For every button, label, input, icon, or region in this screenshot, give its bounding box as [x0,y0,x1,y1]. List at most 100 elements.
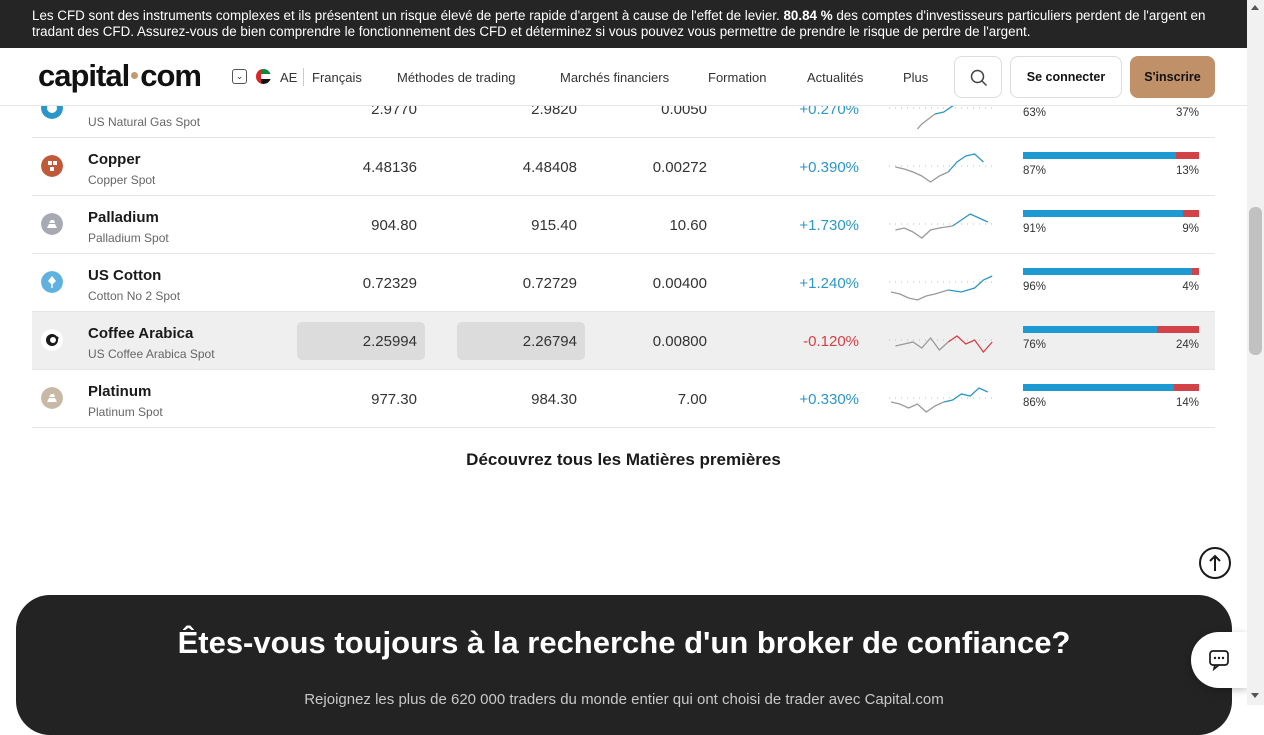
palladium-icon [41,213,63,235]
discover-all-commodities-link[interactable]: Découvrez tous les Matières premières [466,450,781,469]
buy-price[interactable]: 2.26794 [522,333,577,350]
nav-financial-markets[interactable]: Marchés financiers [560,70,670,85]
asset-name[interactable]: Copper [88,151,141,168]
capital-com-logo[interactable]: capital com [38,58,202,93]
price-change: -0.120% [803,333,859,350]
buyers-fill [1023,268,1192,275]
scroll-down-arrow[interactable] [1251,693,1259,698]
search-icon [970,69,988,87]
sellers-percent: 24% [1175,339,1199,351]
buyers-fill [1023,152,1177,159]
nav-education[interactable]: Formation [708,70,767,85]
chevron-down-icon[interactable]: ⌄ [232,69,247,84]
nav-divider [303,68,304,86]
buyers-percent: 96% [1023,281,1047,293]
sellers-percent: 37% [1175,107,1199,119]
sparkline-chart [889,275,993,301]
buyers-percent: 63% [1023,107,1047,119]
price-change: +1.240% [799,275,859,292]
spread-value: 10.60 [669,217,707,234]
asset-subtitle: Platinum Spot [88,405,163,419]
buyers-percent: 87% [1023,165,1047,177]
spread-value: 0.00272 [652,159,707,176]
buyers-fill [1023,210,1184,217]
asset-subtitle: US Coffee Arabica Spot [88,347,215,361]
promo-text: Rejoignez les plus de 620 000 traders du… [304,691,944,708]
asset-name[interactable]: Palladium [88,209,159,226]
buy-price[interactable]: 984.30 [531,391,577,408]
sell-price[interactable]: 2.25994 [362,333,417,350]
nav-more[interactable]: Plus [903,70,929,85]
region-selector[interactable]: AE [280,70,298,85]
sellers-percent: 4% [1182,281,1199,293]
asset-subtitle: Copper Spot [88,173,156,187]
buyers-fill [1023,326,1157,333]
price-change: +0.390% [799,159,859,176]
sentiment-bar [1023,384,1199,391]
price-change: +1.730% [799,217,859,234]
sell-price-box[interactable] [297,322,425,360]
market-row[interactable]: Platinum Platinum Spot 977.30 984.30 7.0… [32,370,1215,428]
sell-price[interactable]: 4.48136 [362,159,417,176]
spread-value: 0.00400 [652,275,707,292]
asset-subtitle: Cotton No 2 Spot [88,289,181,303]
buyers-percent: 76% [1023,339,1047,351]
login-button[interactable]: Se connecter [1010,56,1122,98]
scroll-up-arrow[interactable] [1251,5,1259,10]
sell-price[interactable]: 904.80 [371,217,417,234]
sellers-percent: 9% [1182,223,1199,235]
buyers-fill [1023,384,1175,391]
signup-button[interactable]: S'inscrire [1130,56,1215,98]
spread-value: 7.00 [677,391,707,408]
market-row[interactable]: Copper Copper Spot 4.48136 4.48408 0.002… [32,138,1215,196]
market-row[interactable]: US Cotton Cotton No 2 Spot 0.72329 0.727… [32,254,1215,312]
price-change: +0.330% [799,391,859,408]
buy-price-box[interactable] [457,322,585,360]
market-row[interactable]: Palladium Palladium Spot 904.80 915.40 1… [32,196,1215,254]
asset-subtitle: Palladium Spot [88,231,169,245]
sentiment-bar [1023,326,1199,333]
arrow-up-icon [1209,554,1221,571]
copper-icon [41,155,63,177]
market-row[interactable]: Coffee Arabica US Coffee Arabica Spot 2.… [32,312,1215,370]
spread-value: 0.00800 [652,333,707,350]
language-selector[interactable]: Français [312,70,362,85]
risk-text-start: Les CFD sont des instruments complexes e… [32,8,780,23]
promo-heading: Êtes-vous toujours à la recherche d'un b… [177,625,1071,660]
risk-percentage: 80.84 % [783,8,833,23]
sparkline-chart [889,213,993,239]
chat-icon [1209,650,1229,671]
buyers-percent: 91% [1023,223,1047,235]
chat-button[interactable] [1191,632,1247,688]
buy-price[interactable]: 915.40 [531,217,577,234]
promo-section: Êtes-vous toujours à la recherche d'un b… [16,595,1232,735]
sentiment-bar [1023,210,1199,217]
sparkline-chart [889,387,993,413]
scrollbar-thumb[interactable] [1249,207,1262,355]
sparkline-chart [889,335,993,354]
sentiment-bar [1023,268,1199,275]
sellers-percent: 14% [1175,397,1199,409]
risk-warning-banner: Les CFD sont des instruments complexes e… [0,0,1247,48]
asset-subtitle: US Natural Gas Spot [88,115,201,129]
asset-name[interactable]: Platinum [88,383,152,400]
sell-price[interactable]: 977.30 [371,391,417,408]
sentiment-bar [1023,152,1199,159]
page-scrollbar[interactable] [1247,0,1264,705]
asset-name[interactable]: US Cotton [88,267,162,284]
scroll-to-top-button[interactable] [1199,547,1231,579]
sell-price[interactable]: 0.72329 [362,275,417,292]
buy-price[interactable]: 4.48408 [522,159,577,176]
risk-text-end: des comptes d'investisseurs particuliers… [32,8,1206,39]
nav-news[interactable]: Actualités [807,70,864,85]
asset-name[interactable]: Coffee Arabica [88,325,194,342]
uae-flag-icon[interactable] [256,69,271,84]
search-button[interactable] [954,56,1002,98]
platinum-icon [41,387,63,409]
coffee-icon [41,329,63,351]
buy-price[interactable]: 0.72729 [522,275,577,292]
buyers-percent: 86% [1023,397,1047,409]
main-navigation: capital com ⌄ AE Français Méthodes de tra… [0,48,1247,106]
cotton-icon [41,271,63,293]
nav-trading-methods[interactable]: Méthodes de trading [397,70,516,85]
